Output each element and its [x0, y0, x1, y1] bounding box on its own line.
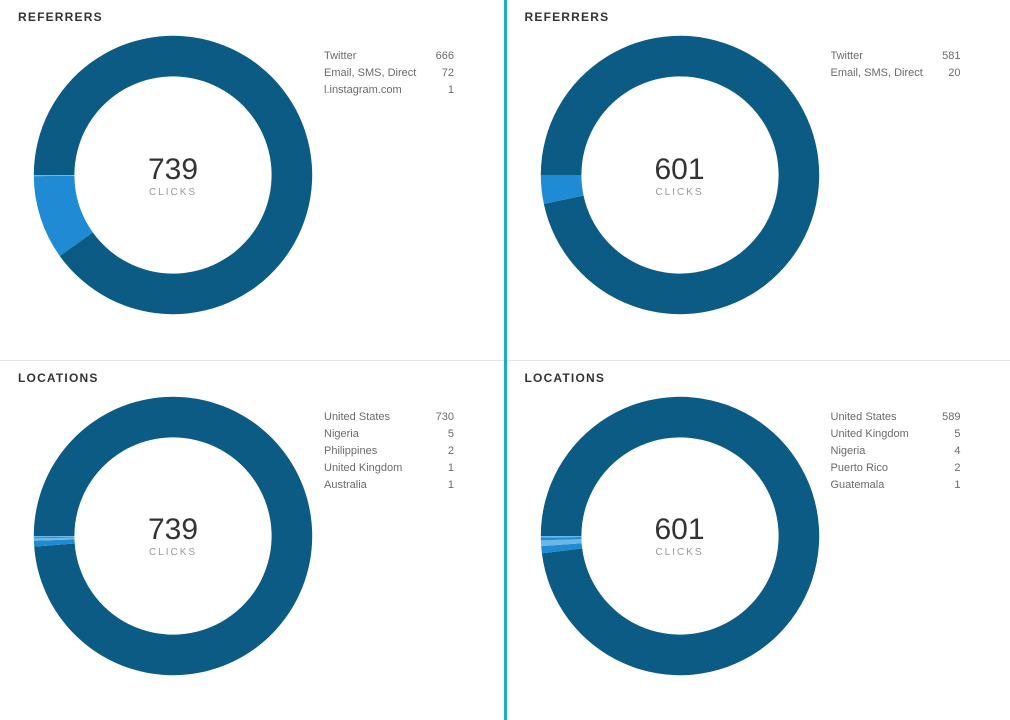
legend-row: Puerto Rico 2 — [831, 460, 961, 477]
donut-chart: 739 CLICKS — [28, 30, 318, 320]
legend-label: Nigeria — [831, 443, 876, 460]
legend-value: 2 — [954, 460, 960, 477]
donut-segment — [540, 396, 818, 674]
legend-value: 4 — [954, 443, 960, 460]
legend-row: l.instagram.com 1 — [324, 82, 454, 99]
legend-row: Philippines 2 — [324, 443, 454, 460]
left-locations-panel: LOCATIONS 739 CLICKS United States730Nig… — [0, 360, 504, 720]
legend-label: Puerto Rico — [831, 460, 898, 477]
legend-row: Australia 1 — [324, 477, 454, 494]
legend-value: 666 — [436, 48, 454, 65]
legend-label: United States — [324, 409, 400, 426]
legend-row: Nigeria 5 — [324, 426, 454, 443]
legend-value: 589 — [942, 409, 960, 426]
legend: United States589United Kingdom5Nigeria4P… — [831, 409, 997, 494]
legend-row: Twitter 581 — [831, 48, 961, 65]
legend-value: 5 — [954, 426, 960, 443]
legend-label: Australia — [324, 477, 377, 494]
legend-label: Twitter — [831, 48, 873, 65]
legend: Twitter 581 Email, SMS, Direct 20 — [831, 48, 997, 82]
legend-row: Guatemala 1 — [831, 477, 961, 494]
legend-value: 1 — [448, 460, 454, 477]
legend: Twitter666Email, SMS, Direct72l.instagra… — [324, 48, 490, 99]
legend-label: Twitter — [324, 48, 366, 65]
legend-row: Email, SMS, Direct 72 — [324, 65, 454, 82]
legend-value: 1 — [448, 82, 454, 99]
legend-row: Nigeria 4 — [831, 443, 961, 460]
panel-title: REFERRERS — [18, 10, 490, 24]
legend-label: United Kingdom — [831, 426, 919, 443]
donut-chart: 601 CLICKS — [535, 30, 825, 320]
legend-value: 730 — [436, 409, 454, 426]
donut-segment — [540, 36, 818, 314]
legend-value: 5 — [448, 426, 454, 443]
panel-body: 739 CLICKS Twitter 666 Email, SMS, Direct 7… — [18, 24, 490, 320]
legend-label: l.instagram.com — [324, 82, 412, 99]
legend-row: United Kingdom 1 — [324, 460, 454, 477]
donut-chart: 601 CLICKS — [535, 391, 825, 681]
left-referrers-panel: REFERRERS 739 CLICKS Twitter666Email, SM… — [0, 0, 504, 360]
donut-chart: 739 CLICKS — [28, 391, 318, 681]
legend-value: 1 — [448, 477, 454, 494]
legend-value: 72 — [442, 65, 454, 82]
legend-row: United States 589 — [831, 409, 961, 426]
legend-row: United Kingdom 5 — [831, 426, 961, 443]
donut-segment — [34, 396, 312, 674]
right-locations-panel: LOCATIONS 601 CLICKS United States589Uni… — [507, 360, 1010, 720]
legend-label: United Kingdom — [324, 460, 412, 477]
legend-label: Email, SMS, Direct — [831, 65, 933, 82]
right-referrers-panel: REFERRERS 601 CLICKS Twitter581Email, SM… — [507, 0, 1010, 360]
legend-label: Email, SMS, Direct — [324, 65, 426, 82]
legend-label: United States — [831, 409, 907, 426]
panel-title: REFERRERS — [525, 10, 997, 24]
legend-label: Philippines — [324, 443, 387, 460]
legend-label: Guatemala — [831, 477, 895, 494]
legend-value: 1 — [954, 477, 960, 494]
panel-body: 601 CLICKS United States589United Kingdo… — [525, 385, 997, 681]
panel-body: 739 CLICKS United States730Nigeria5Phili… — [18, 385, 490, 681]
legend-value: 20 — [948, 65, 960, 82]
left-column: REFERRERS 739 CLICKS Twitter666Email, SM… — [0, 0, 504, 720]
legend-label: Nigeria — [324, 426, 369, 443]
donut-segment — [34, 36, 312, 314]
panel-body: 601 CLICKS Twitter 581 Email, SMS, Direct 2… — [525, 24, 997, 320]
legend-row: Email, SMS, Direct 20 — [831, 65, 961, 82]
legend-row: Twitter 666 — [324, 48, 454, 65]
panel-title: LOCATIONS — [525, 371, 997, 385]
legend-value: 581 — [942, 48, 960, 65]
panel-title: LOCATIONS — [18, 371, 490, 385]
right-column: REFERRERS 601 CLICKS Twitter581Email, SM… — [507, 0, 1010, 720]
legend: United States730Nigeria5Philippines2Unit… — [324, 409, 490, 494]
legend-row: United States 730 — [324, 409, 454, 426]
legend-value: 2 — [448, 443, 454, 460]
